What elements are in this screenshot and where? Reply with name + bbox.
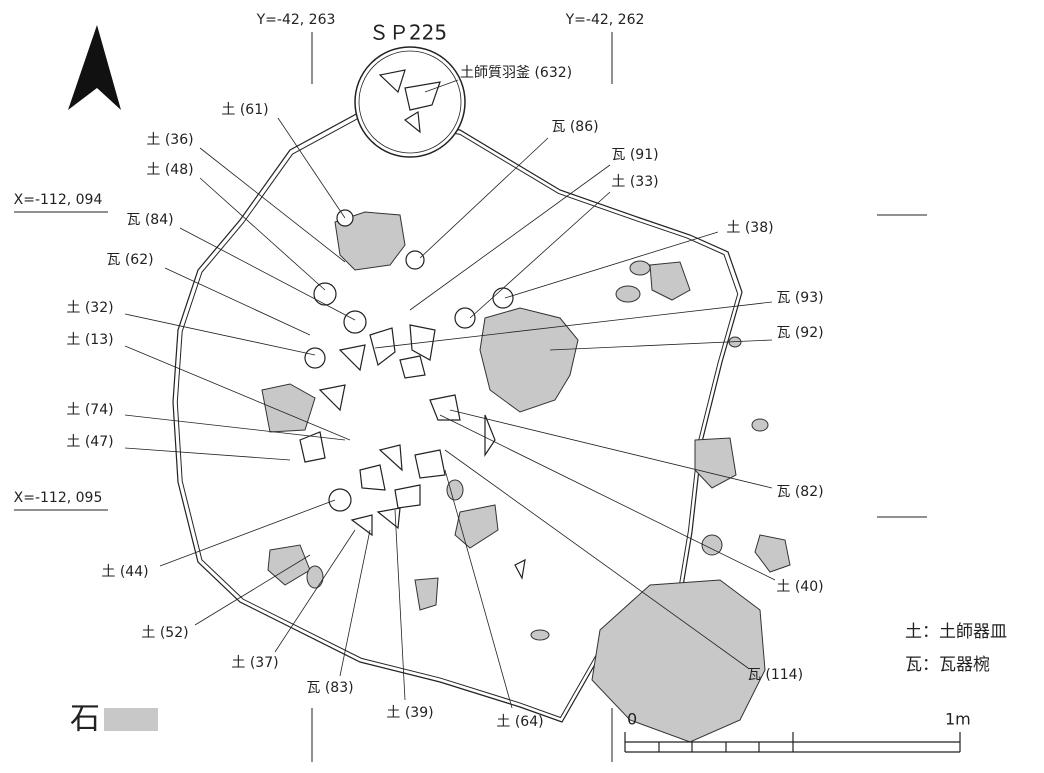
legend-stone-swatch [104, 708, 158, 731]
leader-line [124, 447, 291, 461]
leader-line [124, 345, 351, 441]
leader-line [339, 529, 371, 677]
leader-line [199, 147, 346, 263]
leader-line [164, 267, 311, 336]
north-arrow [68, 25, 121, 110]
artifact-label: 土 (44) [101, 564, 148, 580]
artifact-label: 瓦 (92) [776, 325, 823, 341]
artifact-label: 土 (61) [221, 102, 268, 118]
artifact-label: 瓦 (93) [776, 290, 823, 306]
coord-label: Y=-42, 262 [565, 12, 645, 28]
artifact-label: 瓦 (114) [747, 667, 803, 683]
leader-line [179, 227, 356, 321]
artifact-label: 土 (32) [66, 300, 113, 316]
leader-line [504, 231, 719, 299]
leader-line [424, 79, 459, 93]
artifact-label: 瓦 (84) [126, 212, 173, 228]
coord-label: X=-112, 095 [14, 490, 103, 506]
leader-line [394, 509, 406, 701]
leader-line [419, 137, 549, 259]
leader-line [439, 414, 776, 581]
artifact-label: 土 (38) [726, 220, 773, 236]
artifact-label: 土 (13) [66, 332, 113, 348]
artifact-label: 土 (64) [496, 714, 543, 730]
scale-label: 1m [945, 710, 971, 729]
leader-line [277, 117, 346, 219]
coord-label: Y=-42, 263 [256, 12, 336, 28]
artifact-label: 土 (39) [386, 705, 433, 721]
artifact-label: 土 (33) [611, 174, 658, 190]
leader-line [549, 339, 773, 351]
artifact-label: 土 (40) [776, 579, 823, 595]
sherds [299, 69, 526, 580]
leader-line [444, 469, 513, 709]
grid-markers [14, 32, 927, 762]
leader-line [199, 177, 326, 291]
coord-label: X=-112, 094 [14, 192, 103, 208]
artifact-label: 土 (52) [141, 625, 188, 641]
artifact-label: 瓦 (62) [106, 252, 153, 268]
scale-bar [624, 732, 961, 753]
stones [261, 211, 791, 743]
leader-line [124, 414, 346, 441]
legend-stone-label: 石 [70, 702, 100, 737]
leader-line [444, 449, 749, 669]
leader-line [159, 499, 336, 567]
labels: 土師質羽釜 (632) 土 (61) 瓦 (86) 土 (36) 瓦 (91) 土 (48… [66, 65, 823, 730]
leader-line [409, 164, 611, 311]
leader-line [374, 301, 773, 349]
artifact-label: 土 (47) [66, 434, 113, 450]
artifact-label: 瓦 (82) [776, 484, 823, 500]
artifact-label: 瓦 (91) [611, 147, 658, 163]
legend-item: 土：土師器皿 [905, 622, 1007, 642]
artifact-label: 瓦 (86) [551, 119, 598, 135]
leader-line [194, 554, 311, 626]
feature-title: ＳＰ225 [369, 21, 447, 45]
artifact-label: 土 (48) [146, 162, 193, 178]
leader-line [274, 529, 356, 653]
artifact-label: 土 (37) [231, 655, 278, 671]
scale-label: 0 [627, 710, 637, 729]
leader-line [449, 409, 773, 489]
leader-line [124, 313, 316, 356]
artifact-label: 瓦 (83) [306, 680, 353, 696]
legend-item: 瓦：瓦器椀 [905, 655, 990, 675]
artifact-label: 土師質羽釜 (632) [460, 65, 572, 81]
artifact-label: 土 (36) [146, 132, 193, 148]
leader-line [469, 191, 611, 319]
artifact-label: 土 (74) [66, 402, 113, 418]
